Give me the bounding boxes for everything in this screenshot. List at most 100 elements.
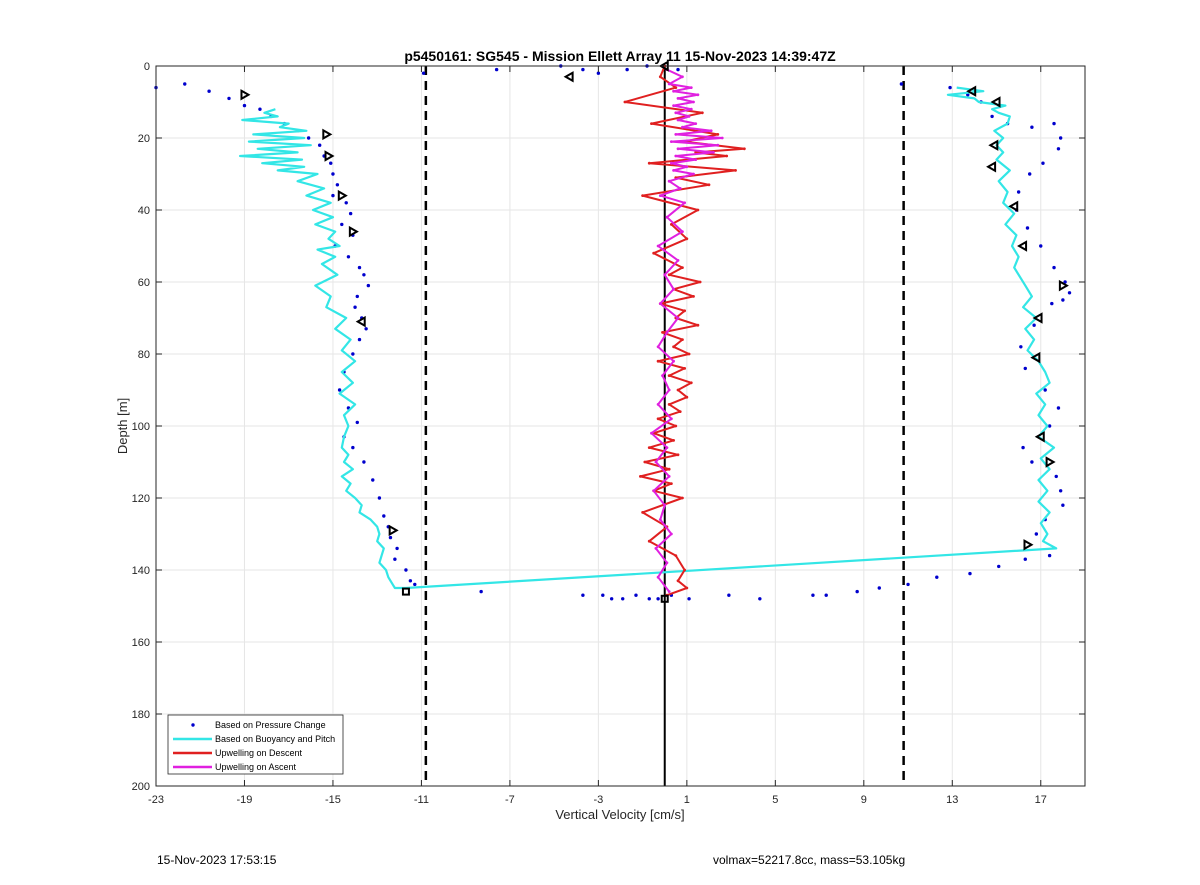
data-point (596, 71, 601, 75)
line-vertex (678, 187, 682, 190)
data-point (1058, 489, 1063, 493)
data-point (377, 496, 382, 500)
data-point (408, 579, 413, 583)
line-vertex (681, 266, 684, 269)
data-point (1032, 323, 1036, 327)
x-tick-label: 17 (1035, 794, 1047, 806)
data-point (990, 114, 994, 119)
x-tick-label: 5 (772, 794, 778, 806)
data-point (382, 514, 386, 518)
y-tick-label: 120 (132, 493, 150, 505)
data-point (1061, 503, 1065, 507)
data-point (258, 107, 262, 111)
chart-title: p5450161: SG545 - Mission Ellett Array 1… (404, 48, 836, 64)
line-vertex (658, 302, 662, 305)
data-point (634, 593, 638, 597)
line-vertex (667, 403, 671, 406)
line-vertex (647, 446, 651, 449)
turn-marker-triangle-left (1017, 240, 1028, 252)
buoyancy-pitch-line (239, 86, 1058, 590)
data-point (1052, 121, 1056, 126)
data-point (344, 201, 348, 205)
data-point (935, 575, 939, 579)
line-vertex (665, 215, 669, 219)
line-vertex (674, 133, 678, 136)
line-vertex (667, 475, 671, 478)
x-tick-label: -19 (237, 794, 253, 806)
legend-swatch-dots (191, 723, 195, 727)
y-tick-label: 200 (132, 781, 150, 793)
data-point (355, 294, 359, 299)
x-tick-label: 13 (946, 794, 958, 806)
line-vertex (674, 111, 678, 115)
data-point (329, 161, 333, 165)
line-vertex (734, 169, 737, 172)
line-vertex (623, 100, 627, 104)
turn-marker-triangle-left (1034, 431, 1045, 443)
line-vertex (672, 345, 675, 349)
line-vertex (672, 439, 675, 442)
footer-timestamp: 15-Nov-2023 17:53:15 (157, 853, 277, 867)
y-tick-label: 80 (138, 349, 150, 361)
line-vertex (656, 403, 660, 406)
data-point (351, 352, 355, 356)
line-vertex (683, 367, 687, 370)
y-tick-label: 140 (132, 565, 150, 577)
data-point (357, 337, 362, 342)
data-point (687, 597, 691, 601)
line-vertex (650, 122, 653, 125)
line-vertex (667, 82, 671, 86)
line-vertex (656, 244, 660, 248)
data-point (413, 582, 417, 587)
y-tick-label: 60 (138, 277, 150, 289)
line-vertex (661, 374, 664, 377)
data-point (1039, 244, 1043, 248)
line-vertex (696, 208, 700, 212)
x-tick-label: -3 (593, 794, 603, 806)
line-vertex (696, 93, 700, 97)
line-vertex (647, 539, 651, 543)
line-vertex (685, 165, 689, 169)
line-vertex (669, 161, 673, 165)
line-vertex (667, 374, 671, 377)
line-vertex (669, 482, 673, 485)
line-vertex (687, 352, 691, 356)
line-vertex (742, 147, 746, 151)
line-vertex (658, 75, 662, 79)
data-point (1058, 136, 1063, 140)
data-point (331, 193, 335, 198)
line-vertex (685, 586, 689, 590)
turn-marker-square (401, 587, 410, 596)
line-vertex (676, 259, 680, 262)
data-point (948, 85, 952, 90)
line-vertex (700, 111, 704, 115)
line-vertex (652, 489, 656, 493)
line-vertex (667, 179, 671, 183)
data-point (1025, 226, 1030, 230)
y-tick-label: 20 (138, 133, 150, 145)
data-point (1056, 147, 1061, 151)
line-vertex (683, 309, 687, 313)
data-point (1023, 366, 1027, 371)
data-point (362, 460, 366, 464)
data-point (364, 327, 368, 331)
y-tick-label: 100 (132, 421, 150, 433)
x-tick-label: -15 (325, 794, 341, 806)
line-vertex (669, 223, 673, 226)
data-point (1016, 190, 1021, 194)
line-vertex (676, 453, 680, 457)
line-vertex (689, 86, 693, 89)
turn-marker-triangle-right (1058, 279, 1069, 292)
line-vertex (669, 532, 673, 536)
data-point (353, 305, 357, 309)
line-vertex (681, 230, 684, 234)
turn-marker-triangle-left (986, 161, 997, 173)
axis-ticks: -23 -19 -15 -11 -7 -3 1 5 9 13 17 0 20 40 60 80 100 120 14… (132, 61, 1085, 806)
line-vertex (676, 118, 680, 122)
turn-marker-triangle-right (322, 128, 333, 141)
data-point (395, 546, 399, 551)
line-vertex (667, 467, 671, 471)
turn-marker-triangle-right (348, 225, 359, 238)
x-tick-label: 9 (861, 794, 867, 806)
